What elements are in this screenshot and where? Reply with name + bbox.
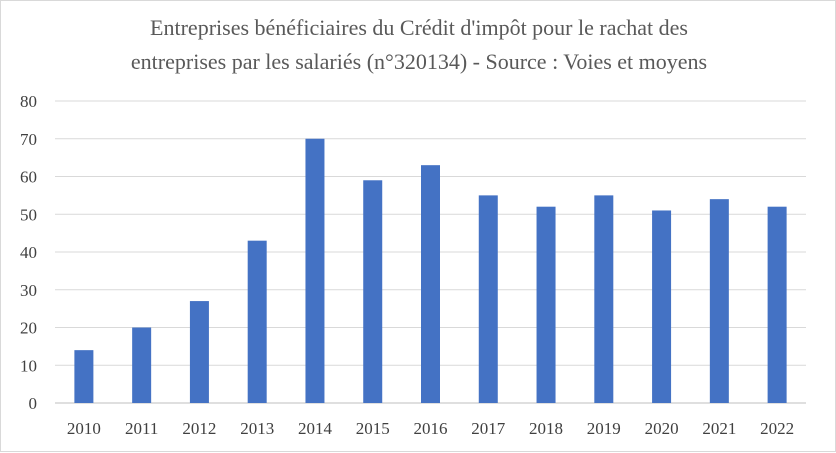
x-tick-label: 2012	[182, 419, 216, 438]
x-tick-label: 2017	[471, 419, 506, 438]
x-tick-label: 2011	[125, 419, 158, 438]
y-tick-label: 30	[20, 281, 37, 300]
bar-2017	[478, 195, 498, 403]
y-tick-label: 10	[20, 356, 37, 375]
bar-2011	[132, 327, 152, 403]
x-tick-label: 2010	[67, 419, 101, 438]
bar-2010	[74, 350, 94, 403]
y-tick-label: 80	[20, 92, 37, 111]
y-tick-label: 70	[20, 130, 37, 149]
y-tick-label: 0	[29, 394, 38, 413]
bar-2022	[767, 206, 787, 403]
x-axis-ticks: 2010 2011 2012 2013 2014 2015 2016 2017 2018 2019…	[67, 419, 794, 438]
x-tick-label: 2018	[529, 419, 563, 438]
x-tick-label: 2013	[240, 419, 274, 438]
x-tick-label: 2021	[702, 419, 736, 438]
bar-2014	[305, 138, 325, 403]
x-tick-label: 2020	[645, 419, 679, 438]
x-tick-label: 2015	[356, 419, 390, 438]
bar-2016	[421, 165, 440, 403]
bar-2012	[189, 301, 209, 403]
y-axis-ticks: 0 10 20 30 40 50 60 70 80	[20, 92, 37, 413]
x-tick-label: 2019	[587, 419, 621, 438]
chart-title-line-1: Entreprises bénéficiaires du Crédit d'im…	[150, 15, 688, 40]
bar-2013	[247, 240, 267, 403]
bar-2018	[536, 206, 556, 403]
bar-2019	[594, 195, 614, 403]
bars	[74, 138, 787, 403]
x-tick-label: 2016	[414, 419, 448, 438]
bar-2020	[652, 210, 672, 403]
x-tick-label: 2022	[760, 419, 794, 438]
chart-title-line-2: entreprises par les salariés (n°320134) …	[131, 49, 707, 74]
bar-2015	[363, 180, 383, 403]
bar-2021	[709, 199, 729, 403]
y-tick-label: 40	[20, 243, 37, 262]
y-tick-label: 20	[20, 319, 37, 338]
y-tick-label: 60	[20, 168, 37, 187]
y-tick-label: 50	[20, 205, 37, 224]
x-tick-label: 2014	[298, 419, 333, 438]
